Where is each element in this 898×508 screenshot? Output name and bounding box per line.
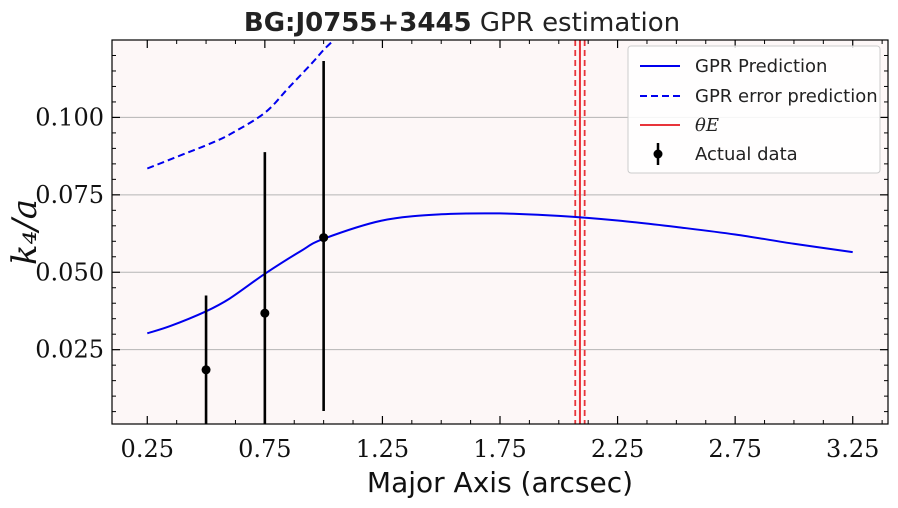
legend: GPR Prediction GPR error prediction θE A… — [627, 45, 881, 174]
x-tick-label-3: 1.75 — [473, 435, 526, 463]
data-point-0 — [201, 365, 211, 375]
series-line-gpr-error — [146, 40, 336, 170]
y-axis-label: k₄/a — [5, 199, 45, 265]
chart-title-bold: BG:J0755+3445 — [244, 8, 472, 38]
chart-title-rest: GPR estimation — [480, 8, 680, 38]
x-tick-label-4: 2.25 — [591, 435, 644, 463]
x-tick-label-0: 0.25 — [121, 435, 174, 463]
grid-lines — [112, 116, 888, 351]
y-tick-label-1: 0.050 — [35, 258, 104, 286]
data-point-1 — [260, 308, 270, 318]
x-tick-label-1: 0.75 — [238, 435, 291, 463]
series-line-gpr-prediction — [146, 212, 853, 335]
y-tick-label-2: 0.075 — [35, 181, 104, 209]
y-tick-label-3: 0.100 — [35, 103, 104, 131]
legend-label-gpr-prediction: GPR Prediction — [695, 56, 827, 77]
legend-label-actual-data: Actual data — [695, 144, 798, 165]
y-tick-label-0: 0.025 — [35, 336, 104, 364]
legend-label-theta-e: θE — [695, 115, 719, 136]
axis-tick-labels: 0.25 0.75 1.25 1.75 2.25 2.75 3.25 0.025 0.050 0.… — [35, 103, 879, 463]
x-tick-label-5: 2.75 — [708, 435, 761, 463]
legend-box — [627, 45, 881, 174]
x-tick-label-6: 3.25 — [826, 435, 879, 463]
axis-ticks — [112, 40, 888, 424]
x-axis-label: Major Axis (arcsec) — [367, 466, 633, 499]
data-point-2 — [319, 233, 329, 243]
legend-label-gpr-error: GPR error prediction — [695, 86, 878, 107]
chart-title: BG:J0755+3445 GPR estimation — [244, 8, 680, 38]
x-tick-label-2: 1.25 — [356, 435, 409, 463]
legend-swatch-actual-data-marker — [653, 149, 663, 159]
series-layer — [146, 40, 853, 335]
theta-e-lines — [574, 40, 586, 424]
actual-data-layer — [201, 61, 329, 424]
